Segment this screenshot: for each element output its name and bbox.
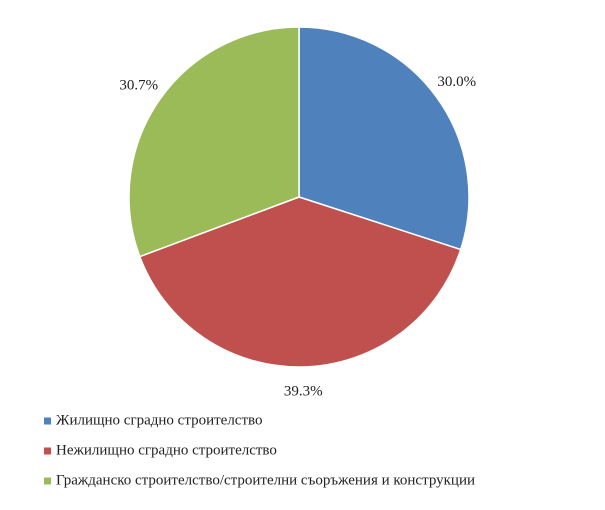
legend-swatch xyxy=(44,447,51,455)
pie-slice xyxy=(298,26,470,251)
data-label: 30.0% xyxy=(437,74,476,90)
legend-label: Нежилищно сградно строителство xyxy=(56,442,277,458)
pie-slice xyxy=(138,196,462,368)
pie-slice xyxy=(128,26,300,258)
legend-swatch xyxy=(44,477,51,485)
legend-label: Гражданско строителство/строителни съоръ… xyxy=(56,472,475,488)
legend-label: Жилищно сградно строителство xyxy=(56,412,263,428)
legend-swatch xyxy=(44,417,51,425)
data-label: 39.3% xyxy=(284,383,323,399)
data-label: 30.7% xyxy=(119,77,158,93)
